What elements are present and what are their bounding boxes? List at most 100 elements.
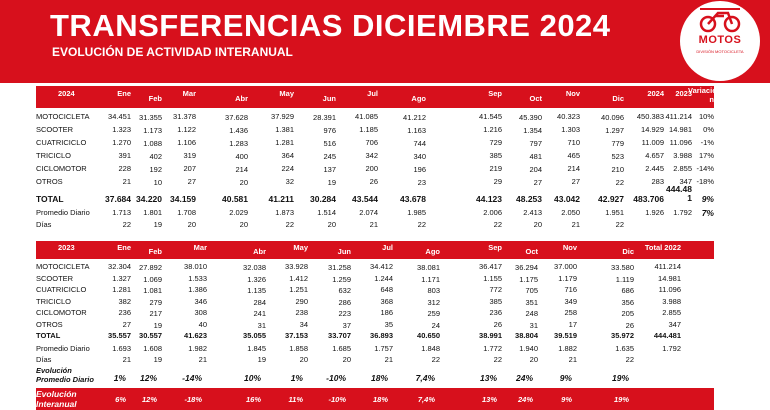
- table-cell: 1.283: [229, 139, 248, 148]
- table-cell: 34.159: [170, 194, 196, 204]
- column-header: 2023: [58, 243, 75, 252]
- table-cell: 290: [295, 296, 308, 306]
- table-cell: 1.772: [483, 344, 502, 353]
- table-cell: -18%: [696, 177, 714, 186]
- total-row: TOTAL 35.557 30.557 41.623 35.055 37.153 33.70…: [36, 331, 714, 344]
- column-header: Feb: [148, 247, 162, 256]
- table-cell: 259: [427, 309, 440, 318]
- motos-logo: MOTOS DIVISIÓN MOTOCICLETA: [680, 1, 760, 81]
- table-cell: 632: [338, 286, 351, 295]
- table-cell: 349: [564, 296, 577, 306]
- row-label: TOTAL: [36, 194, 64, 204]
- table-cell: 729: [489, 138, 502, 147]
- row-label: OTROS: [36, 319, 63, 329]
- evolution-cell: 18%: [370, 373, 388, 383]
- table-row: OTROS 27 19 40 31 34 37 35 24 26 31 17 26 347: [36, 320, 714, 332]
- table-cell: 10: [153, 178, 162, 187]
- table-cell: 22: [122, 220, 131, 229]
- table-cell: 38.081: [417, 263, 440, 272]
- table-cell: 228: [118, 164, 131, 173]
- table-cell: 224: [281, 164, 294, 173]
- interanual-cell: 24%: [517, 395, 533, 404]
- table-cell: 308: [194, 308, 207, 317]
- table-cell: 40.581: [222, 194, 248, 204]
- table-cell: 21: [198, 355, 207, 364]
- table-cell: 772: [489, 285, 502, 294]
- table-cell: 1.088: [143, 139, 162, 148]
- column-header: Sep: [488, 243, 502, 252]
- evolution-cell: -10%: [326, 373, 346, 383]
- table-cell: 2.413: [523, 208, 542, 217]
- table-cell: 219: [489, 164, 502, 173]
- table-cell: 37.000: [554, 262, 577, 271]
- table-cell: 686: [621, 286, 634, 295]
- dias-row: Días 22 19 20 20 22 20 21 22 22 20 21 22: [36, 220, 714, 232]
- table-row: TRICICLO 391 402 319 400 364 245 342 340 385 481 46…: [36, 151, 714, 164]
- table-cell: 33.580: [611, 263, 634, 272]
- table-cell: 44.123: [476, 194, 502, 204]
- table-cell: 2.855: [673, 164, 692, 173]
- promedio-row: Promedio Diario 1.713 1.801 1.708 2.029 1.873…: [36, 208, 714, 220]
- table-cell: 20: [239, 178, 248, 187]
- header-banner: TRANSFERENCIAS DICIEMBRE 2024 EVOLUCIÓN …: [0, 0, 770, 83]
- table-cell: 22: [625, 355, 634, 364]
- table-cell: 27: [122, 319, 131, 329]
- table-cell: 37.929: [271, 112, 294, 121]
- table-cell: 400: [235, 152, 248, 161]
- table-cell: 1.985: [407, 208, 426, 217]
- column-header: Jun: [322, 94, 336, 103]
- table-cell: 411.214: [654, 262, 681, 271]
- table-cell: 0%: [703, 125, 714, 134]
- table-cell: 20: [327, 220, 336, 229]
- table-cell: 43.544: [352, 194, 378, 204]
- table-cell: 4.657: [645, 151, 664, 160]
- table-cell: 9%: [701, 194, 714, 204]
- column-header: Ene: [117, 243, 131, 252]
- table-cell: 40: [198, 319, 207, 329]
- column-header: Dic: [622, 247, 634, 256]
- table-cell: 37: [342, 320, 351, 330]
- column-header: May: [279, 89, 294, 98]
- table-cell: 35: [384, 319, 393, 329]
- table-cell: 32.038: [243, 263, 266, 272]
- table-cell: 1.281: [275, 138, 294, 147]
- table-row: OTROS 21 10 27 20 32 19 26 23 29 27 27 22 283 347 -18%: [36, 177, 714, 190]
- table-cell: 31.258: [328, 263, 351, 272]
- table-cell: 214: [567, 164, 580, 173]
- table-cell: 186: [380, 308, 393, 317]
- table-cell: 284: [253, 297, 266, 307]
- table-cell: 26: [493, 319, 502, 329]
- table-row: CICLOMOTOR 236 217 308 241 238 223 186 259 236 248…: [36, 308, 714, 320]
- table-cell: 22: [431, 355, 440, 364]
- table-cell: 1.081: [143, 286, 162, 295]
- table-cell: 976: [323, 126, 336, 135]
- table-cell: 1.940: [519, 344, 538, 353]
- table-row: CUATRICICLO 1.281 1.081 1.386 1.135 1.251 632 6…: [36, 285, 714, 297]
- table-cell: 2.050: [561, 208, 580, 217]
- table-cell: 1.951: [605, 208, 624, 217]
- table-cell: 1.303: [561, 125, 580, 134]
- table-cell: 797: [529, 139, 542, 148]
- table-cell: 319: [183, 151, 196, 160]
- table-cell: 1.713: [112, 208, 131, 217]
- table-cell: 38.991: [479, 331, 502, 340]
- table-cell: 40.650: [417, 331, 440, 340]
- table-cell: 1.381: [275, 125, 294, 134]
- table-cell: 37.684: [105, 194, 131, 204]
- table-cell: 1.882: [558, 344, 577, 353]
- table-cell: 27.892: [139, 263, 162, 272]
- table-cell: 37.628: [225, 113, 248, 122]
- evolution-cell: 10%: [243, 373, 261, 383]
- table-cell: 710: [567, 138, 580, 147]
- table-cell: 40.096: [601, 113, 624, 122]
- table-cell: 356: [621, 297, 634, 307]
- column-header: Ene: [117, 89, 131, 98]
- table-cell: 248: [525, 309, 538, 318]
- table-cell: 1.135: [247, 286, 266, 295]
- table-2024: 2024 Ene Feb Mar Abr May Jun Jul Ago Sep Oct Nov Dic…: [36, 86, 717, 232]
- table-cell: 1.251: [289, 285, 308, 294]
- table-cell: 1.792: [662, 344, 681, 353]
- table-cell: 34: [299, 319, 308, 329]
- table-cell: 19: [327, 178, 336, 187]
- table-cell: 42.927: [598, 194, 624, 204]
